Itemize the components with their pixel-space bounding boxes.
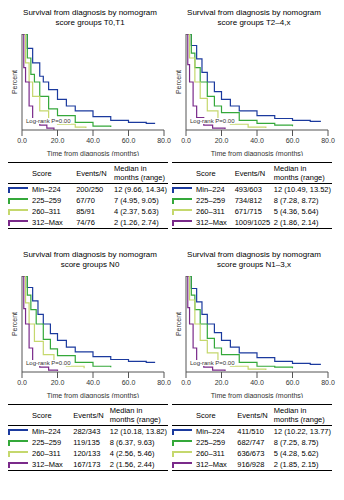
html-text:225–259: 225–259	[32, 196, 62, 205]
html-text:260–311: 260–311	[196, 207, 225, 216]
html-text:120/133: 120/133	[73, 449, 101, 458]
html-text:671/715: 671/715	[234, 207, 262, 216]
html-text:Survival from diagnosis by nom: Survival from diagnosis by nomogram scor…	[23, 8, 157, 27]
html-text:Events/N: Events/N	[234, 168, 266, 178]
html-text:636/673: 636/673	[237, 449, 265, 458]
svg-text:0.0: 0.0	[181, 137, 191, 144]
svg-text:40.0: 40.0	[86, 379, 100, 386]
html-text:8 (7.25, 8.75): 8 (7.25, 8.75)	[273, 438, 319, 447]
html-text:Log-rank P=0.00: Log-rank P=0.00	[190, 118, 235, 124]
html-text:260–311: 260–311	[32, 207, 61, 216]
svg-text:80.0: 80.0	[157, 379, 171, 386]
html-text:Min–224: Min–224	[32, 185, 61, 194]
html-text:916/928: 916/928	[237, 460, 265, 469]
html-text:312–Max: 312–Max	[32, 218, 63, 227]
html-text:682/747: 682/747	[237, 438, 265, 447]
html-text:Log-rank P=0.00: Log-rank P=0.00	[190, 360, 235, 366]
svg-text:Percent: Percent	[175, 312, 182, 336]
html-text:Events/N: Events/N	[237, 410, 268, 420]
html-text:5 (4.36, 5.64): 5 (4.36, 5.64)	[273, 207, 319, 216]
html-text:Median in months (range): Median in months (range)	[273, 406, 325, 424]
svg-text:40.0: 40.0	[250, 137, 264, 144]
html-text:12 (10.22, 13.77): 12 (10.22, 13.77)	[273, 427, 331, 436]
html-text:200/250: 200/250	[76, 185, 104, 194]
html-text:312–Max: 312–Max	[196, 218, 227, 227]
svg-text:Percent: Percent	[11, 312, 18, 336]
html-text:2 (1.56, 2.44): 2 (1.56, 2.44)	[109, 460, 155, 469]
html-text:Min–224: Min–224	[32, 427, 61, 436]
svg-text:Time from diagnosis (months): Time from diagnosis (months)	[47, 392, 139, 398]
svg-text:Time from diagnosis (months): Time from diagnosis (months)	[47, 150, 139, 156]
html-text:Min–224: Min–224	[196, 427, 225, 436]
html-text:282/343: 282/343	[73, 427, 101, 436]
html-text:260–311: 260–311	[32, 449, 61, 458]
html-text:Score: Score	[32, 410, 52, 420]
html-text:Survival from diagnosis by nom: Survival from diagnosis by nomogram scor…	[23, 250, 157, 269]
html-text:Median in months (range): Median in months (range)	[109, 406, 161, 424]
svg-text:80.0: 80.0	[321, 137, 335, 144]
html-text:Survival from diagnosis by nom: Survival from diagnosis by nomogram scor…	[187, 8, 321, 27]
svg-text:60.0: 60.0	[122, 137, 136, 144]
html-text:5 (4.28, 5.62): 5 (4.28, 5.62)	[273, 449, 319, 458]
html-text:12 (9.66, 14.34): 12 (9.66, 14.34)	[114, 185, 167, 194]
html-text:Score: Score	[196, 410, 216, 420]
svg-text:80.0: 80.0	[321, 379, 335, 386]
html-text:74/76: 74/76	[76, 218, 95, 227]
html-text:2 (1.26, 2.74): 2 (1.26, 2.74)	[114, 218, 159, 227]
html-text:119/135: 119/135	[73, 438, 100, 447]
svg-text:Percent: Percent	[175, 70, 182, 94]
html-text:4 (2.37, 5.63): 4 (2.37, 5.63)	[114, 207, 159, 216]
html-text:312–Max: 312–Max	[32, 460, 63, 469]
html-text:312–Max: 312–Max	[196, 460, 227, 469]
svg-text:20.0: 20.0	[51, 137, 65, 144]
html-text:1009/1025 2 (1.86, 2.14): 1009/1025 2 (1.86, 2.14)	[234, 218, 319, 227]
html-text:Events/N: Events/N	[76, 168, 107, 178]
svg-text:40.0: 40.0	[86, 137, 100, 144]
html-text:Score: Score	[196, 168, 216, 178]
html-text:Median in months (range): Median in months (range)	[273, 164, 325, 182]
html-text:734/812: 734/812	[234, 196, 262, 205]
html-text:12 (10.18, 13.82): 12 (10.18, 13.82)	[109, 427, 167, 436]
svg-text:0.0: 0.0	[17, 379, 27, 386]
html-text:225–259: 225–259	[196, 196, 226, 205]
html-text:4 (2.56, 5.46): 4 (2.56, 5.46)	[109, 449, 155, 458]
svg-text:Time from diagnosis (months): Time from diagnosis (months)	[211, 392, 303, 398]
html-text:Score: Score	[32, 168, 52, 178]
html-text:Log-rank P=0.00: Log-rank P=0.00	[26, 118, 71, 124]
html-text:85/91: 85/91	[76, 207, 95, 216]
svg-text:0.0: 0.0	[181, 379, 191, 386]
html-text:Median in months (range): Median in months (range)	[114, 164, 165, 182]
html-text:260–311: 260–311	[196, 449, 225, 458]
html-text:493/603: 493/603	[234, 185, 262, 194]
html-text:2 (1.85, 2.15): 2 (1.85, 2.15)	[273, 460, 319, 469]
svg-text:Percent: Percent	[11, 70, 18, 94]
html-text:225–259: 225–259	[32, 438, 62, 447]
html-text:225–259: 225–259	[196, 438, 226, 447]
html-text:Min–224: Min–224	[196, 185, 225, 194]
html-text:8 (6.37, 9.63): 8 (6.37, 9.63)	[109, 438, 155, 447]
svg-text:40.0: 40.0	[250, 379, 264, 386]
svg-text:80.0: 80.0	[157, 137, 171, 144]
html-text:411/510: 411/510	[237, 427, 264, 436]
svg-text:60.0: 60.0	[122, 379, 136, 386]
html-text:Log-rank P=0.00: Log-rank P=0.00	[26, 360, 71, 366]
html-text:67/70: 67/70	[76, 196, 95, 205]
svg-text:20.0: 20.0	[215, 137, 229, 144]
svg-text:20.0: 20.0	[51, 379, 65, 386]
svg-text:60.0: 60.0	[286, 379, 300, 386]
html-text:12 (10.49, 13.52): 12 (10.49, 13.52)	[273, 185, 331, 194]
html-text:Survival from diagnosis by nom: Survival from diagnosis by nomogram scor…	[187, 250, 321, 269]
html-text:7 (4.95, 9.05): 7 (4.95, 9.05)	[114, 196, 159, 205]
html-text:167/173: 167/173	[73, 460, 101, 469]
svg-text:Time from diagnosis (months): Time from diagnosis (months)	[211, 150, 303, 156]
svg-text:60.0: 60.0	[286, 137, 300, 144]
svg-text:0.0: 0.0	[17, 137, 27, 144]
html-text:Events/N: Events/N	[73, 410, 104, 420]
html-text:8 (7.28, 8.72): 8 (7.28, 8.72)	[273, 196, 319, 205]
svg-text:20.0: 20.0	[215, 379, 229, 386]
